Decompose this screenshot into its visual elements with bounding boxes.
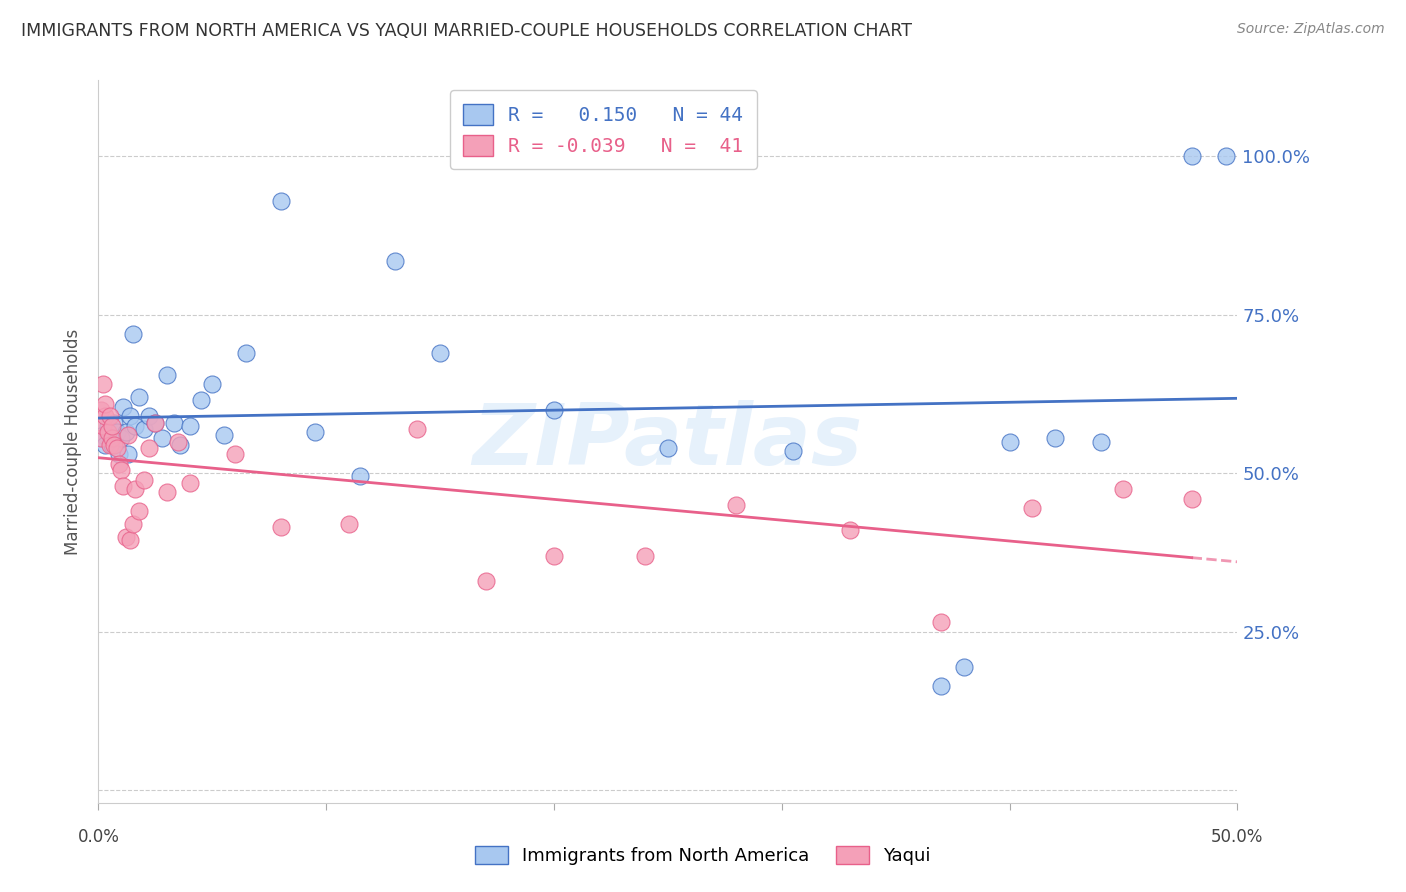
Point	[91, 428, 114, 442]
Point	[91, 418, 114, 433]
Point	[132, 422, 155, 436]
Point	[543, 549, 565, 563]
Point	[162, 416, 184, 430]
Point	[1043, 431, 1066, 445]
Point	[110, 463, 132, 477]
Point	[121, 516, 143, 531]
Point	[349, 469, 371, 483]
Point	[138, 409, 160, 424]
Point	[634, 549, 657, 563]
Point	[101, 418, 124, 433]
Point	[128, 504, 150, 518]
Point	[105, 425, 128, 439]
Point	[145, 416, 167, 430]
Point	[1181, 149, 1204, 163]
Legend: Immigrants from North America, Yaqui: Immigrants from North America, Yaqui	[467, 837, 939, 874]
Point	[110, 431, 132, 445]
Point	[117, 428, 139, 442]
Point	[108, 457, 131, 471]
Point	[212, 428, 235, 442]
Point	[96, 418, 118, 433]
Point	[132, 473, 155, 487]
Point	[156, 368, 179, 382]
Point	[103, 438, 125, 452]
Point	[1112, 482, 1135, 496]
Point	[108, 447, 131, 461]
Point	[406, 422, 429, 436]
Point	[224, 447, 246, 461]
Point	[190, 393, 212, 408]
Point	[929, 679, 952, 693]
Point	[96, 425, 118, 439]
Point	[543, 402, 565, 417]
Point	[156, 485, 179, 500]
Point	[117, 447, 139, 461]
Point	[270, 194, 292, 208]
Point	[103, 416, 125, 430]
Point	[124, 482, 146, 496]
Point	[167, 434, 190, 449]
Point	[101, 431, 124, 445]
Point	[1181, 491, 1204, 506]
Point	[90, 402, 112, 417]
Point	[384, 253, 406, 268]
Point	[169, 438, 191, 452]
Point	[94, 409, 117, 424]
Text: 50.0%: 50.0%	[1211, 828, 1264, 846]
Point	[179, 418, 201, 433]
Point	[179, 475, 201, 490]
Point	[235, 346, 257, 360]
Point	[998, 434, 1021, 449]
Legend: R =   0.150   N = 44, R = -0.039   N =  41: R = 0.150 N = 44, R = -0.039 N = 41	[450, 90, 756, 169]
Point	[98, 409, 121, 424]
Point	[128, 390, 150, 404]
Point	[1215, 149, 1237, 163]
Text: 0.0%: 0.0%	[77, 828, 120, 846]
Point	[105, 441, 128, 455]
Point	[138, 441, 160, 455]
Point	[91, 377, 114, 392]
Point	[121, 326, 143, 341]
Point	[90, 431, 112, 445]
Point	[725, 498, 748, 512]
Point	[94, 438, 117, 452]
Point	[953, 659, 976, 673]
Point	[337, 516, 360, 531]
Point	[120, 409, 142, 424]
Point	[124, 418, 146, 433]
Point	[98, 428, 121, 442]
Point	[929, 615, 952, 630]
Point	[304, 425, 326, 439]
Point	[782, 444, 804, 458]
Point	[1090, 434, 1112, 449]
Point	[145, 416, 167, 430]
Point	[429, 346, 451, 360]
Point	[1021, 501, 1043, 516]
Point	[94, 396, 117, 410]
Text: ZIPatlas: ZIPatlas	[472, 400, 863, 483]
Text: Source: ZipAtlas.com: Source: ZipAtlas.com	[1237, 22, 1385, 37]
Y-axis label: Married-couple Households: Married-couple Households	[65, 328, 83, 555]
Point	[112, 479, 135, 493]
Point	[201, 377, 224, 392]
Point	[114, 425, 136, 439]
Point	[120, 533, 142, 547]
Point	[270, 520, 292, 534]
Point	[114, 530, 136, 544]
Point	[98, 438, 121, 452]
Point	[150, 431, 173, 445]
Point	[839, 523, 862, 537]
Point	[90, 431, 112, 445]
Point	[657, 441, 679, 455]
Point	[112, 400, 135, 414]
Point	[474, 574, 496, 588]
Point	[101, 438, 124, 452]
Text: IMMIGRANTS FROM NORTH AMERICA VS YAQUI MARRIED-COUPLE HOUSEHOLDS CORRELATION CHA: IMMIGRANTS FROM NORTH AMERICA VS YAQUI M…	[21, 22, 912, 40]
